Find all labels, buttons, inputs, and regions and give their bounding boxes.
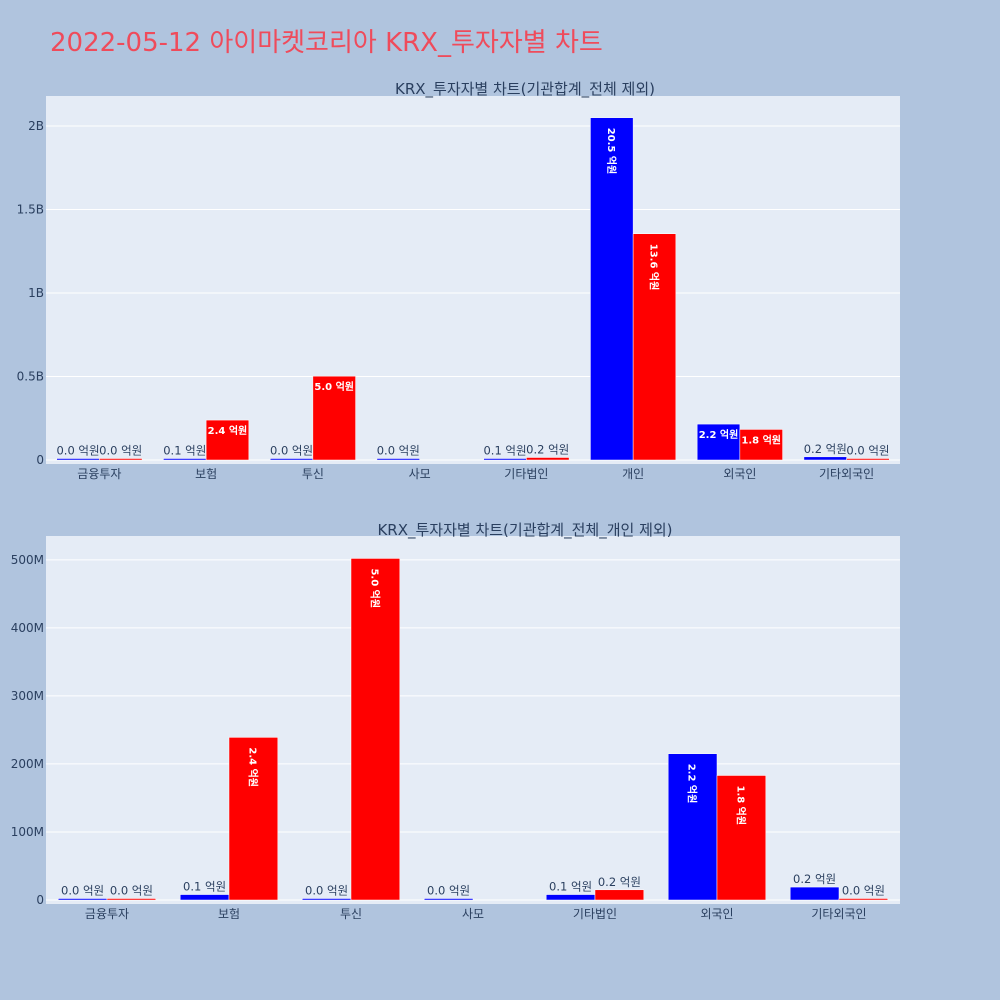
y-tick-label: 1.5B [17,203,44,217]
bar [269,458,314,461]
bar [99,458,143,461]
data-label: 0.1 억원 [183,880,226,894]
data-label: 5.0 억원 [314,380,354,393]
bar [163,458,207,461]
data-label: 5.0 억원 [368,568,381,608]
bar [56,458,100,461]
data-label: 2.2 억원 [699,428,739,441]
data-label: 0.1 억원 [483,444,526,458]
bar [228,737,279,901]
x-tick-label: 기타외국인 [811,907,866,921]
x-tick-label: 금융투자 [77,467,121,481]
x-tick-label: 보험 [195,467,217,481]
data-label: 0.1 억원 [549,880,592,894]
data-label: 13.6 억원 [647,244,660,291]
bar [789,886,840,901]
data-label: 0.0 억원 [427,884,470,898]
chart-title: KRX_투자자별 차트(기관합계_전체 제외) [395,80,655,99]
bar [350,558,401,901]
bar [57,898,108,901]
y-tick-label: 400M [11,621,44,635]
data-label: 0.0 억원 [846,444,889,458]
y-tick-label: 500M [11,553,44,567]
bar [716,775,767,901]
y-tick-label: 1B [28,286,44,300]
bar [590,117,634,461]
bar [312,375,356,461]
data-label: 0.0 억원 [842,884,885,898]
y-tick-label: 0 [36,893,44,907]
data-label: 2.4 억원 [208,424,248,437]
y-tick-label: 200M [11,757,44,771]
data-label: 0.0 억원 [110,884,153,898]
data-label: 1.8 억원 [741,433,781,446]
x-tick-label: 기타외국인 [819,467,874,481]
data-label: 20.5 억원 [605,128,618,175]
x-tick-label: 개인 [622,467,644,481]
bar [594,889,645,901]
x-tick-label: 기타법인 [573,907,617,921]
y-tick-label: 300M [11,689,44,703]
data-label: 2.4 억원 [246,747,259,787]
bar [301,898,352,901]
x-tick-label: 기타법인 [504,467,548,481]
bar [106,898,157,901]
data-label: 0.0 억원 [377,444,420,458]
chart-title: KRX_투자자별 차트(기관합계_전체_개인 제외) [377,521,672,540]
data-label: 0.2 억원 [598,875,641,889]
x-tick-label: 외국인 [723,467,756,481]
data-label: 0.2 억원 [526,442,569,456]
data-label: 0.0 억원 [56,444,99,458]
bar [838,898,889,901]
bar [205,419,250,461]
data-label: 0.0 억원 [270,444,313,458]
x-tick-label: 외국인 [700,907,733,921]
data-label: 0.2 억원 [793,872,836,886]
bar [483,458,527,461]
data-label: 0.0 억원 [305,884,348,898]
data-label: 1.8 억원 [734,785,747,825]
y-tick-label: 100M [11,825,44,839]
bar [803,456,847,461]
bar [632,233,677,461]
data-label: 0.0 억원 [61,884,104,898]
data-label: 2.2 억원 [686,764,699,804]
bar [423,898,474,901]
bar [376,458,420,461]
bar [179,894,230,901]
bar [667,753,718,901]
bar [846,458,890,461]
data-label: 0.2 억원 [804,442,847,456]
y-tick-label: 0.5B [17,370,44,384]
x-tick-label: 금융투자 [85,907,129,921]
x-tick-label: 보험 [218,907,240,921]
plot-area-0 [46,96,900,464]
x-tick-label: 투신 [340,907,362,921]
bar [739,429,783,461]
data-label: 0.0 억원 [99,444,142,458]
y-tick-label: 2B [28,119,44,133]
x-tick-label: 사모 [409,467,431,481]
bar [526,457,570,461]
y-tick-label: 0 [36,453,44,467]
bar [545,894,596,901]
x-tick-label: 사모 [462,907,484,921]
data-label: 0.1 억원 [163,444,206,458]
x-tick-label: 투신 [302,467,324,481]
page-title: 2022-05-12 아이마켓코리아 KRX_투자자별 차트 [50,28,603,58]
plot-area-1 [46,536,900,904]
